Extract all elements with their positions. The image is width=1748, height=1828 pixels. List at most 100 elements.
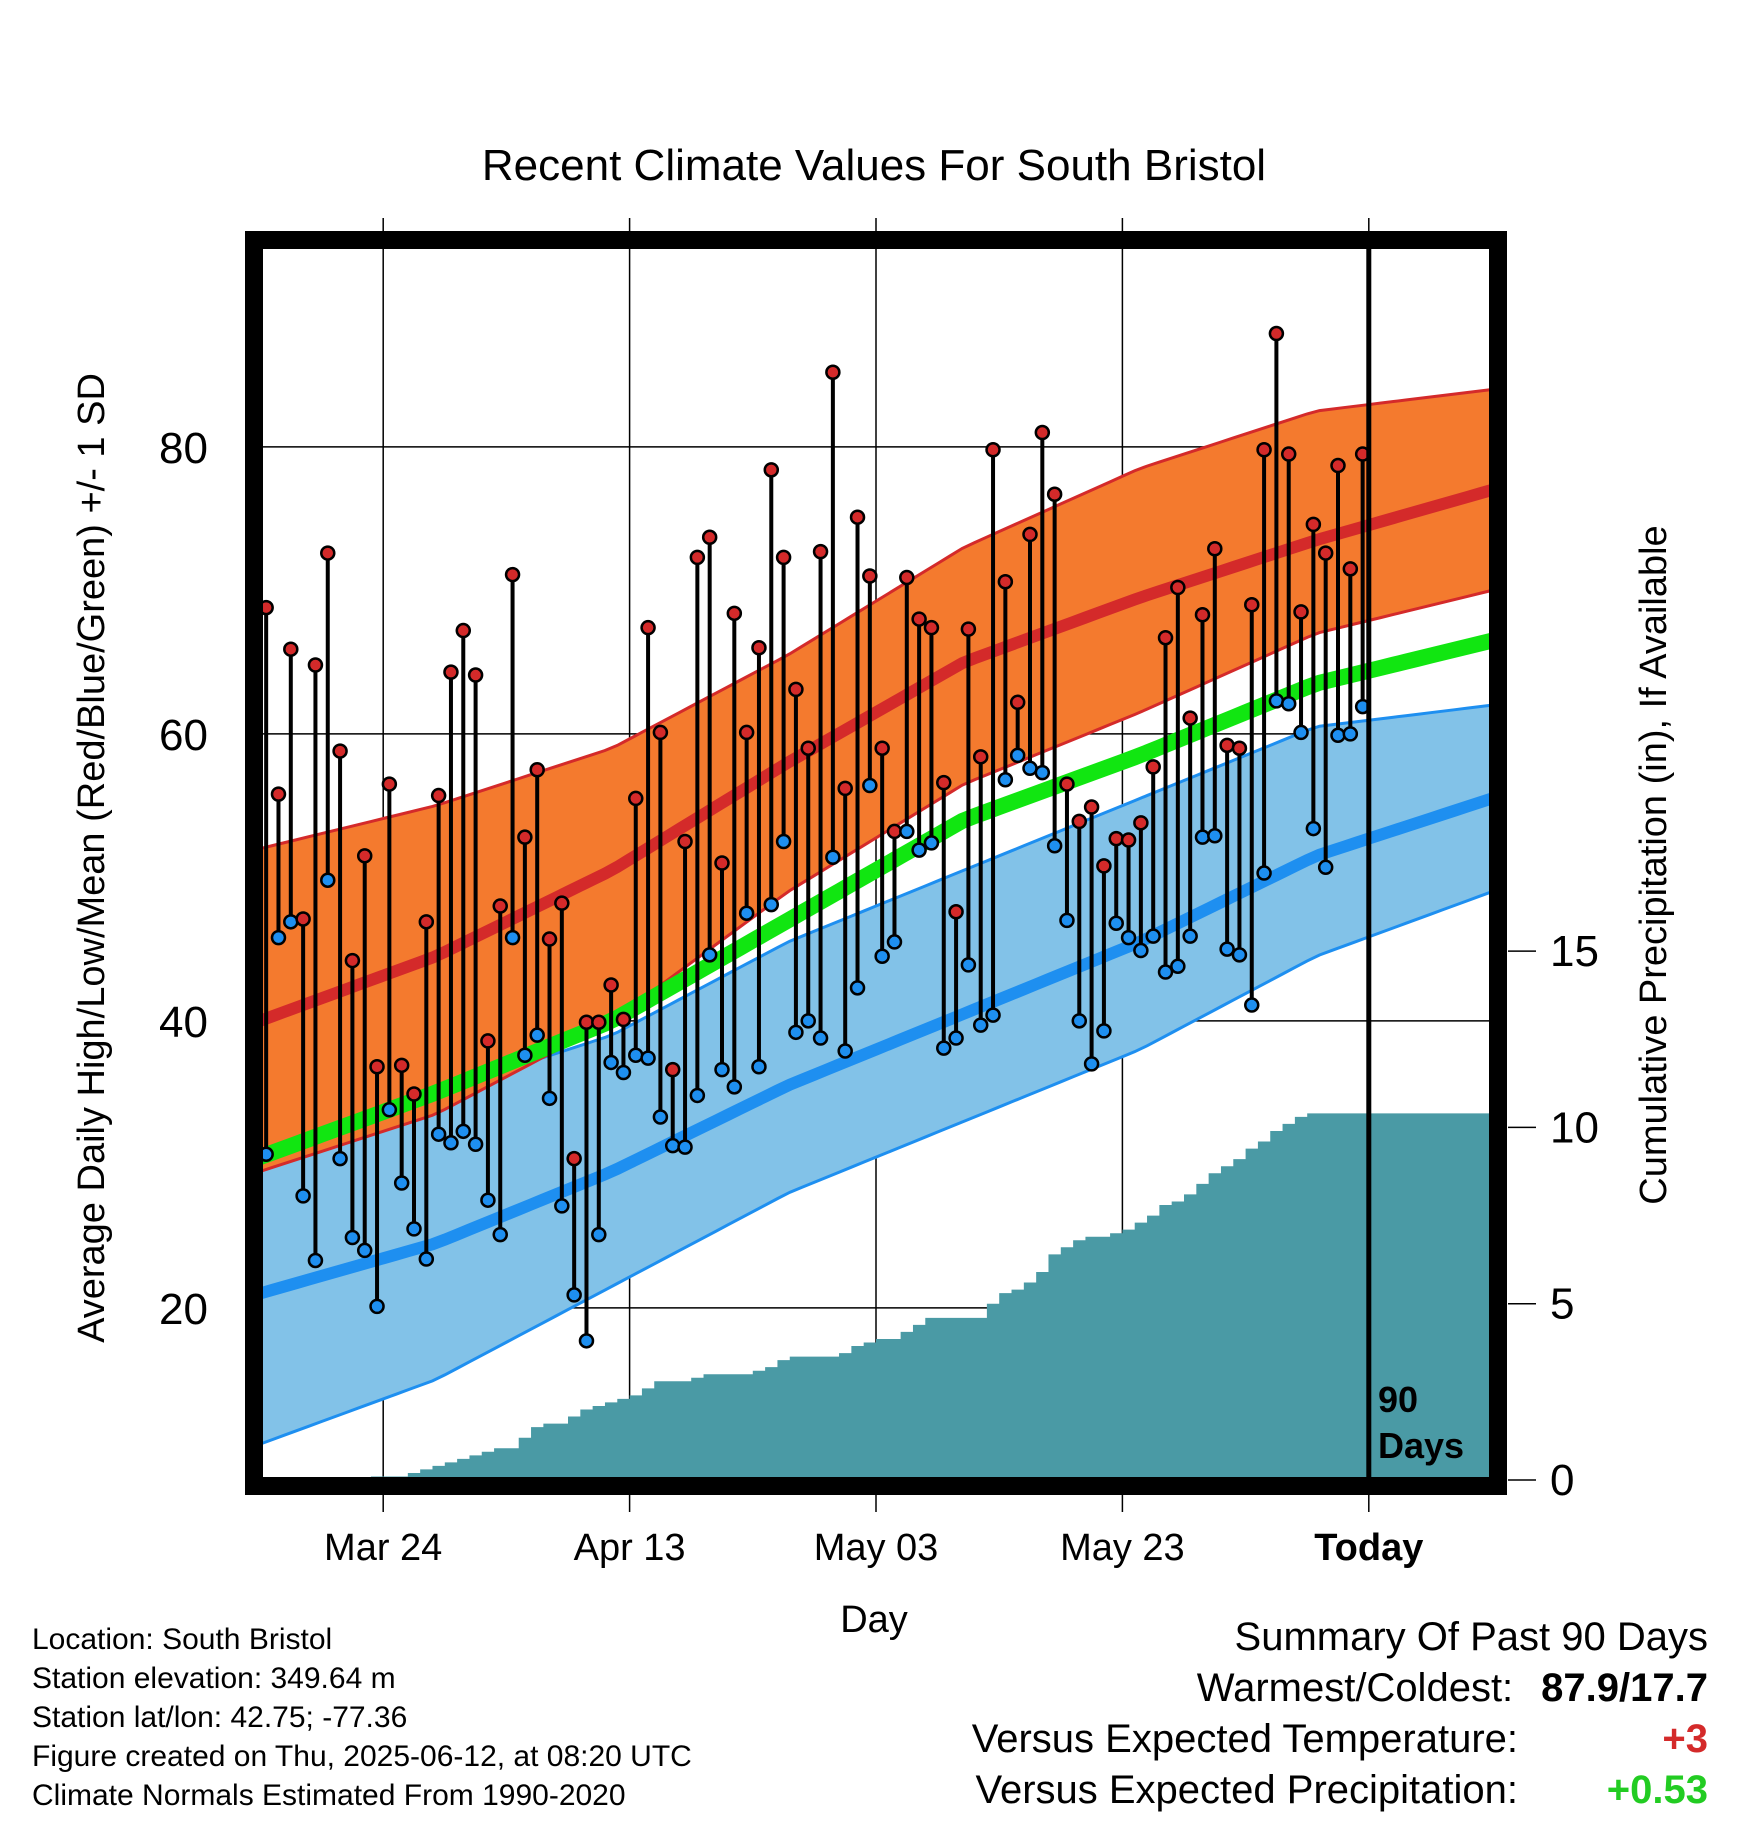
- daily-low-point: [775, 833, 792, 850]
- daily-high-point: [899, 569, 915, 586]
- daily-low-point: [1059, 912, 1075, 929]
- daily-low-point: [1009, 747, 1026, 764]
- daily-low-point: [517, 1047, 533, 1064]
- today-days-count: 90: [1378, 1379, 1418, 1420]
- daily-low-point: [1256, 865, 1272, 881]
- daily-low-point: [936, 1040, 952, 1056]
- summary-warm-cold: Warmest/Coldest: 87.9/17.7: [972, 1663, 1708, 1714]
- daily-low-point: [1219, 941, 1235, 957]
- daily-low-point: [1046, 838, 1063, 854]
- y-axis-label: Average Daily High/Low/Mean (Red/Blue/Gr…: [71, 373, 113, 1343]
- precip-label: Versus Expected Precipitation:: [975, 1768, 1518, 1812]
- daily-high-point: [504, 566, 521, 583]
- today-days-unit: Days: [1378, 1425, 1464, 1466]
- daily-low-point: [911, 842, 927, 858]
- summary-temp: Versus Expected Temperature: +3: [972, 1714, 1708, 1765]
- daily-low-point: [295, 1188, 311, 1204]
- daily-low-point: [985, 1007, 1001, 1023]
- daily-low-point: [1293, 724, 1309, 741]
- daily-low-point: [689, 1087, 706, 1104]
- daily-high-point: [517, 829, 533, 845]
- daily-low-point: [1170, 958, 1186, 975]
- daily-high-point: [911, 611, 927, 627]
- daily-low-point: [701, 947, 718, 963]
- daily-low-point: [591, 1226, 607, 1243]
- daily-high-point: [738, 724, 755, 741]
- daily-high-point: [603, 977, 619, 993]
- daily-low-point: [1317, 859, 1334, 876]
- normal-low-band: [260, 705, 1492, 1445]
- daily-low-point: [455, 1123, 472, 1140]
- daily-high-point: [726, 605, 743, 622]
- daily-high-point: [1244, 596, 1260, 613]
- x-tick-label: Apr 13: [574, 1527, 686, 1569]
- daily-high-point: [825, 364, 841, 381]
- daily-high-point: [812, 543, 829, 560]
- daily-low-point: [1330, 727, 1346, 744]
- daily-high-point: [467, 667, 484, 683]
- temp-label: Versus Expected Temperature:: [971, 1717, 1518, 1761]
- daily-high-point: [849, 509, 866, 525]
- daily-low-point: [664, 1137, 681, 1154]
- daily-high-point: [948, 904, 964, 920]
- daily-high-point: [1071, 813, 1088, 830]
- daily-low-point: [320, 872, 336, 888]
- daily-high-point: [775, 549, 792, 566]
- daily-high-point: [529, 761, 545, 778]
- daily-high-point: [1157, 629, 1174, 646]
- daily-high-point: [1207, 541, 1223, 557]
- x-axis-label: Day: [840, 1599, 908, 1641]
- daily-low-point: [1108, 915, 1124, 932]
- daily-high-point: [332, 743, 348, 759]
- normal-mean-line: [257, 632, 1494, 1165]
- daily-low-point: [443, 1135, 459, 1151]
- daily-high-point: [1034, 424, 1051, 441]
- daily-high-point: [1170, 579, 1186, 596]
- daily-low-point: [849, 980, 866, 996]
- daily-high-point: [628, 790, 644, 807]
- daily-low-point: [874, 948, 890, 965]
- daily-high-point: [295, 911, 311, 927]
- x-tick-label: Today: [1314, 1527, 1423, 1569]
- daily-high-point: [1231, 740, 1248, 756]
- daily-low-point: [541, 1090, 558, 1107]
- daily-high-point: [381, 776, 398, 792]
- daily-high-point: [701, 529, 718, 546]
- daily-high-point: [430, 787, 447, 804]
- daily-high-point: [1083, 799, 1100, 815]
- warm-cold-label: Warmest/Coldest:: [1196, 1666, 1514, 1710]
- daily-high-point: [320, 545, 336, 561]
- daily-low-point: [504, 929, 521, 946]
- daily-low-point: [886, 934, 903, 950]
- daily-high-point: [763, 462, 780, 478]
- daily-low-point: [1182, 928, 1198, 944]
- daily-low-point: [566, 1287, 582, 1303]
- daily-high-point: [1317, 545, 1334, 561]
- daily-high-point: [689, 549, 706, 566]
- daily-high-point: [307, 657, 324, 673]
- normal-high-band-upper-edge: [259, 387, 1493, 851]
- daily-low-point: [751, 1059, 767, 1075]
- daily-low-point: [1120, 929, 1137, 946]
- daily-high-point: [554, 895, 570, 911]
- daily-low-point: [492, 1226, 508, 1243]
- daily-low-point: [1231, 947, 1248, 963]
- daily-low-point: [899, 823, 915, 840]
- summary-precip: Versus Expected Precipitation: +0.53: [972, 1765, 1708, 1816]
- daily-low-point: [825, 849, 841, 866]
- daily-low-point: [738, 905, 755, 921]
- daily-high-point: [788, 681, 804, 698]
- y-tick-label: 60: [159, 711, 208, 760]
- summary-panel: Summary Of Past 90 Days Warmest/Coldest:…: [972, 1612, 1708, 1816]
- y2-tick-label: 10: [1550, 1103, 1599, 1152]
- daily-high-point: [1133, 815, 1149, 831]
- x-tick-label: Mar 24: [324, 1527, 442, 1569]
- daily-high-point: [480, 1033, 496, 1049]
- y2-tick-label: 15: [1550, 927, 1599, 976]
- y2-tick-label: 5: [1550, 1280, 1574, 1329]
- daily-high-point: [1059, 776, 1075, 792]
- temp-value: +3: [1662, 1717, 1708, 1761]
- daily-low-point: [1096, 1023, 1112, 1039]
- daily-high-point: [1280, 446, 1297, 462]
